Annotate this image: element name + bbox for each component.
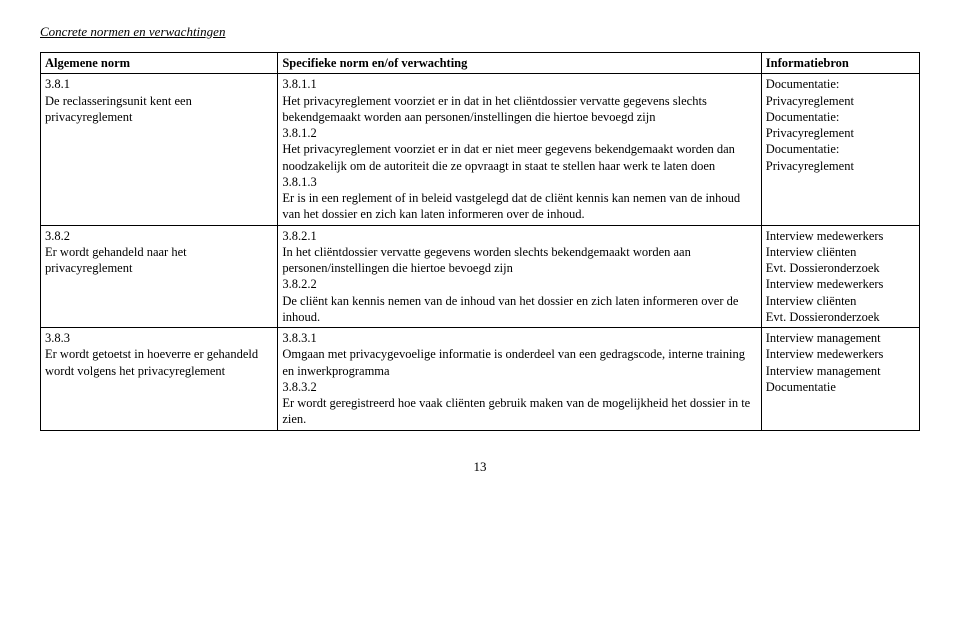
table-row: 3.8.2 Er wordt gehandeld naar het privac… [41, 225, 920, 328]
cell-specific-norm: 3.8.3.1 Omgaan met privacygevoelige info… [278, 328, 761, 431]
source-line: Interview management [766, 331, 881, 345]
source-line: Documentatie: [766, 142, 840, 156]
source-line: Interview cliënten [766, 294, 857, 308]
norms-table: Algemene norm Specifieke norm en/of verw… [40, 52, 920, 431]
table-row: 3.8.3 Er wordt getoetst in hoeverre er g… [41, 328, 920, 431]
norm-text: Er wordt getoetst in hoeverre er gehande… [45, 347, 258, 377]
spec-text: Er is in een reglement of in beleid vast… [282, 191, 740, 221]
spec-num: 3.8.1.3 [282, 175, 316, 189]
header-col1: Algemene norm [41, 53, 278, 74]
norm-number: 3.8.1 [45, 77, 70, 91]
cell-specific-norm: 3.8.1.1 Het privacyreglement voorziet er… [278, 74, 761, 225]
source-line: Documentatie: [766, 110, 840, 124]
cell-source: Documentatie: Privacyreglement Documenta… [761, 74, 919, 225]
spec-text: Omgaan met privacygevoelige informatie i… [282, 347, 745, 377]
spec-num: 3.8.3.1 [282, 331, 316, 345]
header-col3: Informatiebron [761, 53, 919, 74]
source-line: Privacyreglement [766, 159, 854, 173]
source-line: Interview management [766, 364, 881, 378]
spec-num: 3.8.1.2 [282, 126, 316, 140]
norm-number: 3.8.2 [45, 229, 70, 243]
norm-text: Er wordt gehandeld naar het privacyregle… [45, 245, 187, 275]
norm-number: 3.8.3 [45, 331, 70, 345]
cell-specific-norm: 3.8.2.1 In het cliëntdossier vervatte ge… [278, 225, 761, 328]
spec-text: Het privacyreglement voorziet er in dat … [282, 94, 707, 124]
source-line: Evt. Dossieronderzoek [766, 310, 880, 324]
cell-source: Interview medewerkers Interview cliënten… [761, 225, 919, 328]
source-line: Documentatie: [766, 77, 840, 91]
cell-general-norm: 3.8.1 De reclasseringsunit kent een priv… [41, 74, 278, 225]
table-header-row: Algemene norm Specifieke norm en/of verw… [41, 53, 920, 74]
cell-general-norm: 3.8.2 Er wordt gehandeld naar het privac… [41, 225, 278, 328]
source-line: Privacyreglement [766, 94, 854, 108]
spec-num: 3.8.2.1 [282, 229, 316, 243]
spec-text: Het privacyreglement voorziet er in dat … [282, 142, 735, 172]
cell-source: Interview management Interview medewerke… [761, 328, 919, 431]
source-line: Interview cliënten [766, 245, 857, 259]
source-line: Evt. Dossieronderzoek [766, 261, 880, 275]
spec-text: Er wordt geregistreerd hoe vaak cliënten… [282, 396, 750, 426]
spec-num: 3.8.1.1 [282, 77, 316, 91]
source-line: Documentatie [766, 380, 836, 394]
source-line: Interview medewerkers [766, 347, 884, 361]
table-row: 3.8.1 De reclasseringsunit kent een priv… [41, 74, 920, 225]
header-col2: Specifieke norm en/of verwachting [278, 53, 761, 74]
page-number: 13 [40, 459, 920, 475]
spec-num: 3.8.2.2 [282, 277, 316, 291]
cell-general-norm: 3.8.3 Er wordt getoetst in hoeverre er g… [41, 328, 278, 431]
spec-text: De cliënt kan kennis nemen van de inhoud… [282, 294, 738, 324]
source-line: Interview medewerkers [766, 277, 884, 291]
spec-num: 3.8.3.2 [282, 380, 316, 394]
section-title: Concrete normen en verwachtingen [40, 24, 920, 40]
source-line: Privacyreglement [766, 126, 854, 140]
source-line: Interview medewerkers [766, 229, 884, 243]
norm-text: De reclasseringsunit kent een privacyreg… [45, 94, 192, 124]
spec-text: In het cliëntdossier vervatte gegevens w… [282, 245, 691, 275]
